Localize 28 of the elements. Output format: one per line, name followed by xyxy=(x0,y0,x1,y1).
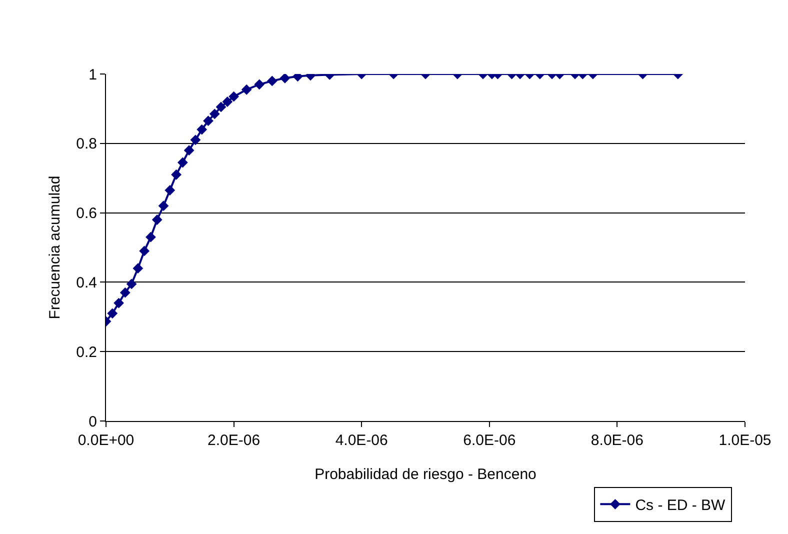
point xyxy=(139,246,150,256)
y-tick-label: 0 xyxy=(88,413,97,430)
point xyxy=(164,185,176,196)
x-tick-label: 4.0E-06 xyxy=(335,432,388,449)
point xyxy=(158,200,169,212)
x-tick-label: 6.0E-06 xyxy=(463,432,516,449)
point xyxy=(177,157,188,168)
y-tick-label: 0.2 xyxy=(76,344,97,361)
point xyxy=(146,232,156,242)
x-tick-label: 8.0E-06 xyxy=(590,432,644,449)
y-tick-label: 0.8 xyxy=(76,136,97,153)
point xyxy=(152,214,162,225)
y-tick-label: 0.6 xyxy=(76,205,97,222)
y-tick-label: 1 xyxy=(88,66,97,84)
x-tick-label: 1.0E-05 xyxy=(718,432,772,449)
point xyxy=(184,145,194,156)
x-tick-label: 2.0E-06 xyxy=(208,432,260,449)
y-tick-label: 0.4 xyxy=(76,274,97,292)
point xyxy=(132,263,144,274)
x-axis-title: Probabilidad de riesgo - Benceno xyxy=(314,466,536,483)
x-tick-label: 0.0E+00 xyxy=(78,432,134,449)
point xyxy=(120,287,130,298)
point xyxy=(107,308,118,319)
point xyxy=(114,298,124,308)
point xyxy=(171,169,182,180)
legend-label: Cs - ED - BW xyxy=(635,497,726,514)
point xyxy=(126,278,137,290)
y-axis-title: Frecuencia acumulad xyxy=(46,176,64,320)
